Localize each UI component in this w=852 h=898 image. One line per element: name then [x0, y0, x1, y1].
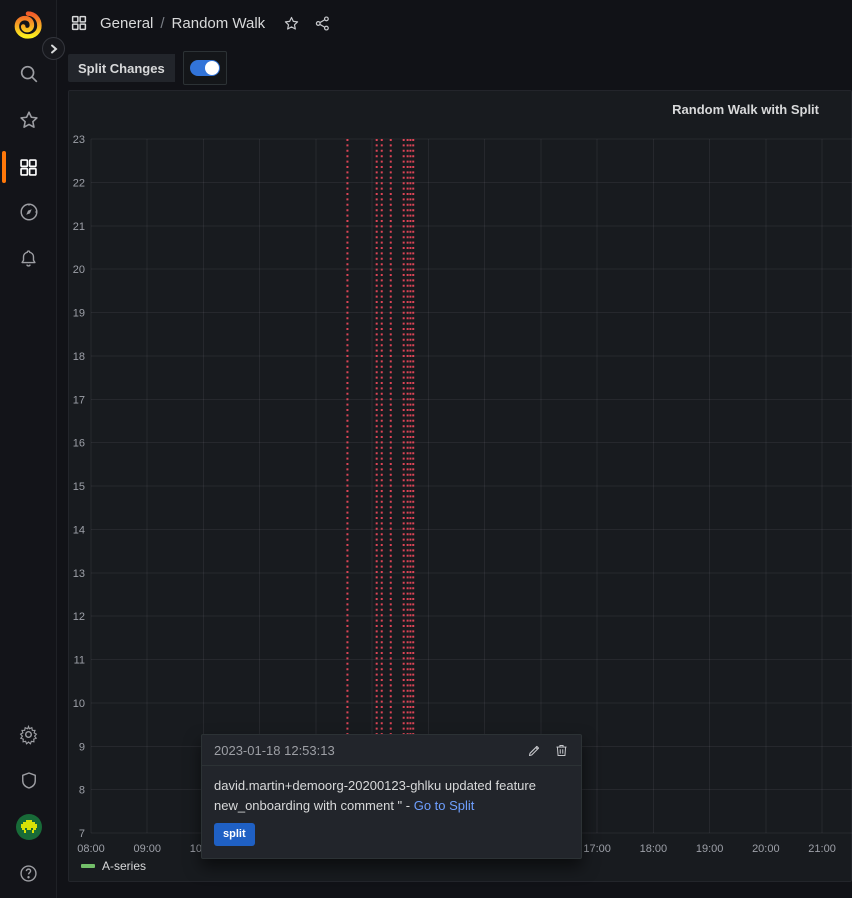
sidebar-expand-button[interactable] [42, 37, 65, 60]
y-axis-tick-label: 11 [74, 655, 85, 667]
y-axis-tick-label: 21 [73, 221, 85, 233]
annotations [339, 139, 422, 840]
sidebar-item-explore[interactable] [0, 192, 57, 232]
toggle-knob [204, 61, 219, 75]
split-changes-toggle[interactable] [182, 51, 227, 85]
help-icon [20, 864, 37, 882]
search-icon [20, 65, 37, 83]
sidebar-item-help[interactable] [0, 853, 57, 893]
shield-icon [21, 771, 36, 789]
y-axis-tick-label: 10 [73, 698, 85, 710]
trash-icon [556, 745, 567, 756]
breadcrumb-folder[interactable]: General [100, 14, 154, 32]
compass-icon [19, 203, 38, 221]
sidebar-item-search[interactable] [0, 54, 57, 94]
gear-icon [19, 724, 38, 745]
legend-item-a-series[interactable]: A-series [81, 859, 146, 873]
x-axis-tick-label: 19:00 [696, 843, 724, 855]
pencil-icon [528, 745, 540, 757]
bell-icon [21, 249, 36, 267]
dashboard-submenu: Split Changes [57, 46, 852, 90]
x-axis-tick-label: 08:00 [77, 843, 105, 855]
edit-annotation-button[interactable] [527, 743, 542, 758]
breadcrumb-separator: / [160, 14, 165, 32]
share-alt-icon [315, 15, 330, 31]
sidebar-item-server-admin[interactable] [0, 760, 57, 800]
sidebar-item-alerting[interactable] [0, 238, 57, 278]
y-axis-tick-label: 12 [73, 611, 85, 623]
star-icon [19, 111, 38, 128]
star-dashboard-button[interactable] [283, 15, 300, 32]
y-axis-tick-label: 16 [73, 438, 85, 450]
y-axis-tick-label: 9 [79, 741, 85, 753]
dashboard-grid-icon [70, 14, 88, 32]
timeseries-panel: Random Walk with Split 7 8 9 10 11 12 13 14 15 16… [68, 90, 852, 882]
share-dashboard-button[interactable] [314, 15, 331, 32]
go-to-split-link[interactable]: Go to Split [413, 798, 475, 814]
panel-title[interactable]: Random Walk with Split [672, 102, 819, 117]
breadcrumb-dashboard-title[interactable]: Random Walk [171, 14, 266, 32]
y-axis-tick-label: 20 [73, 264, 85, 276]
y-axis-tick-label: 15 [73, 481, 85, 493]
sidebar-item-dashboards[interactable] [0, 147, 57, 187]
y-axis-tick-label: 19 [73, 308, 85, 320]
grafana-logo-icon[interactable] [13, 9, 43, 41]
annotation-tooltip: 2023-01-18 12:53:13 david.martin+demoorg… [201, 734, 582, 860]
y-axis-tick-label: 22 [73, 177, 85, 189]
sidebar [0, 0, 57, 898]
x-axis-tick-label: 20:00 [752, 843, 780, 855]
annotation-timestamp: 2023-01-18 12:53:13 [214, 743, 335, 758]
dashboards-icon [20, 158, 37, 176]
x-axis-tick-label: 21:00 [808, 843, 836, 855]
legend-label: A-series [102, 859, 147, 873]
annotation-message: david.martin+demoorg-20200123-ghlku upda… [214, 778, 536, 814]
y-axis-tick-label: 23 [73, 134, 85, 146]
user-avatar-icon [15, 814, 42, 840]
y-axis-tick-label: 7 [79, 828, 85, 840]
top-nav: General / Random Walk [57, 0, 852, 46]
x-axis-tick-label: 09:00 [133, 843, 161, 855]
y-axis-tick-label: 17 [73, 394, 85, 406]
sidebar-item-starred[interactable] [0, 100, 57, 140]
star-outline-icon [284, 16, 299, 30]
x-axis-tick-label: 18:00 [640, 843, 668, 855]
y-axis-tick-label: 13 [73, 568, 85, 580]
delete-annotation-button[interactable] [554, 743, 569, 758]
chevron-right-icon [50, 44, 58, 53]
legend-swatch [81, 864, 95, 868]
y-axis-tick-label: 8 [79, 785, 85, 797]
annotation-tag[interactable]: split [214, 823, 255, 847]
y-axis-tick-label: 18 [73, 351, 85, 363]
y-axis-tick-label: 14 [73, 524, 85, 536]
toggle-pill [189, 60, 220, 76]
split-changes-label: Split Changes [68, 54, 175, 82]
sidebar-item-user-avatar[interactable] [0, 807, 57, 847]
sidebar-item-configuration[interactable] [0, 714, 57, 754]
x-axis-tick-label: 17:00 [583, 843, 611, 855]
